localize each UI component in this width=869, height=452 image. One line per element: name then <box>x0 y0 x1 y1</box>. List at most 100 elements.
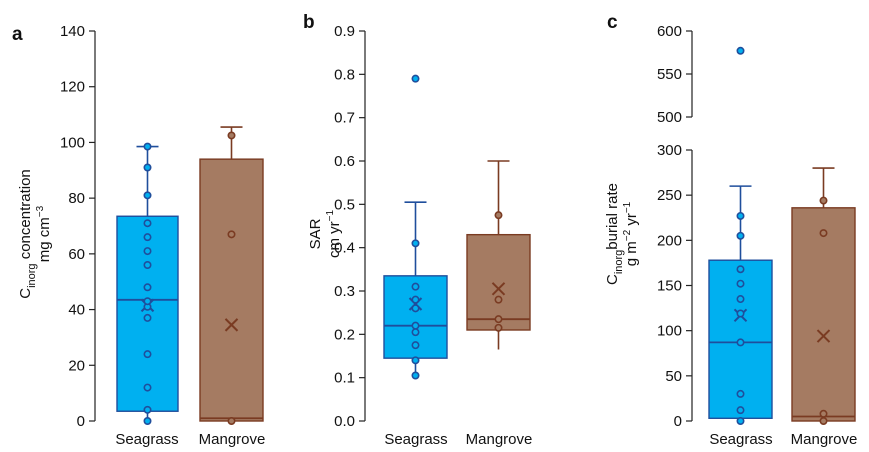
x-category-label: Seagrass <box>115 431 178 447</box>
data-point <box>736 309 745 318</box>
x-category-label: Seagrass <box>709 431 772 447</box>
data-point <box>143 142 152 151</box>
mean-marker-stroke <box>408 297 423 311</box>
data-point <box>143 191 152 200</box>
y-axis-title-part: inorg <box>26 263 38 287</box>
y-axis-unit: cm yr−1 <box>325 210 343 259</box>
data-point <box>143 383 152 392</box>
y-tick-label: 0.2 <box>334 326 355 343</box>
y-tick-label: 0.9 <box>334 23 355 40</box>
data-point <box>143 163 152 172</box>
data-point <box>143 283 152 292</box>
y-tick-label: 140 <box>60 23 85 40</box>
x-category-label: Mangrove <box>466 431 533 447</box>
y-tick-label: 60 <box>68 246 85 263</box>
data-point <box>143 219 152 228</box>
data-point <box>736 389 745 398</box>
y-tick-label: 0.6 <box>334 153 355 170</box>
data-point <box>411 282 420 291</box>
mean-marker <box>491 282 506 296</box>
data-point <box>736 295 745 304</box>
mean-marker <box>408 297 423 311</box>
panel-letter: b <box>303 12 315 33</box>
data-point <box>411 328 420 337</box>
panel-letter: c <box>607 12 618 33</box>
y-tick-label: 550 <box>657 66 682 83</box>
y-tick-label: 0.1 <box>334 370 355 387</box>
y-tick-label: 0.0 <box>334 413 355 430</box>
y-tick-label: 0.4 <box>334 240 355 257</box>
data-point <box>494 315 503 324</box>
y-tick-label: 0.3 <box>334 283 355 300</box>
data-point <box>819 416 828 425</box>
data-point <box>143 260 152 269</box>
y-axis-unit-part: cm yr <box>326 221 343 258</box>
y-axis-unit-part: −1 <box>622 201 633 213</box>
mean-marker-stroke <box>224 318 239 332</box>
y-tick-label: 100 <box>60 134 85 151</box>
data-point <box>411 304 420 313</box>
data-point <box>143 350 152 359</box>
iqr-box <box>199 158 264 422</box>
data-point <box>736 338 745 347</box>
y-axis-title-part: inorg <box>613 250 625 274</box>
y-axis-unit-part: −1 <box>325 210 336 222</box>
panel-letter: a <box>12 24 23 45</box>
y-axis-unit-part: −2 <box>622 229 633 241</box>
data-point <box>736 265 745 274</box>
y-axis-unit-part: −3 <box>35 205 46 217</box>
data-point <box>411 295 420 304</box>
data-point <box>819 196 828 205</box>
data-point <box>227 416 236 425</box>
y-axis-title: Cinorgburial rate <box>604 183 625 285</box>
y-tick-label: 150 <box>657 278 682 295</box>
data-point <box>819 229 828 238</box>
data-point <box>736 211 745 220</box>
y-axis-title: Cinorg concentration <box>17 169 38 299</box>
y-axis-unit-part: mg cm <box>36 217 53 262</box>
data-point <box>411 356 420 365</box>
y-tick-label: 0.5 <box>334 196 355 213</box>
data-point <box>494 211 503 220</box>
data-point <box>736 406 745 415</box>
y-axis-unit: mg cm−3 <box>35 205 53 262</box>
data-point <box>494 295 503 304</box>
y-axis-title-part: burial rate <box>604 183 621 250</box>
iqr-box <box>466 233 531 331</box>
y-tick-label: 500 <box>657 109 682 126</box>
mean-marker-stroke <box>816 329 831 343</box>
mean-marker <box>224 318 239 332</box>
y-axis-title-part: C <box>604 274 621 285</box>
mean-marker <box>816 329 831 343</box>
y-tick-label: 300 <box>657 142 682 159</box>
data-point <box>227 131 236 140</box>
data-point <box>411 239 420 248</box>
y-axis-title: SAR <box>307 218 324 249</box>
data-point <box>411 371 420 380</box>
y-axis-title-part: C <box>17 288 34 299</box>
data-point <box>411 341 420 350</box>
x-category-label: Mangrove <box>199 431 266 447</box>
data-point <box>819 409 828 418</box>
y-axis-title-part: concentration <box>17 169 34 263</box>
y-tick-label: 0.8 <box>334 66 355 83</box>
y-tick-label: 0.7 <box>334 110 355 127</box>
y-tick-label: 120 <box>60 79 85 96</box>
y-tick-label: 0 <box>77 413 85 430</box>
data-point <box>736 416 745 425</box>
x-category-label: Seagrass <box>384 431 447 447</box>
data-point <box>736 46 745 55</box>
data-point <box>736 231 745 240</box>
y-axis-unit: g m−2 yr−1 <box>622 201 640 266</box>
data-point <box>143 416 152 425</box>
data-point <box>227 230 236 239</box>
x-category-label: Mangrove <box>791 431 858 447</box>
y-tick-label: 0 <box>674 413 682 430</box>
data-point <box>143 233 152 242</box>
data-point <box>143 297 152 306</box>
iqr-box <box>116 215 179 412</box>
data-point <box>736 279 745 288</box>
y-tick-label: 250 <box>657 187 682 204</box>
